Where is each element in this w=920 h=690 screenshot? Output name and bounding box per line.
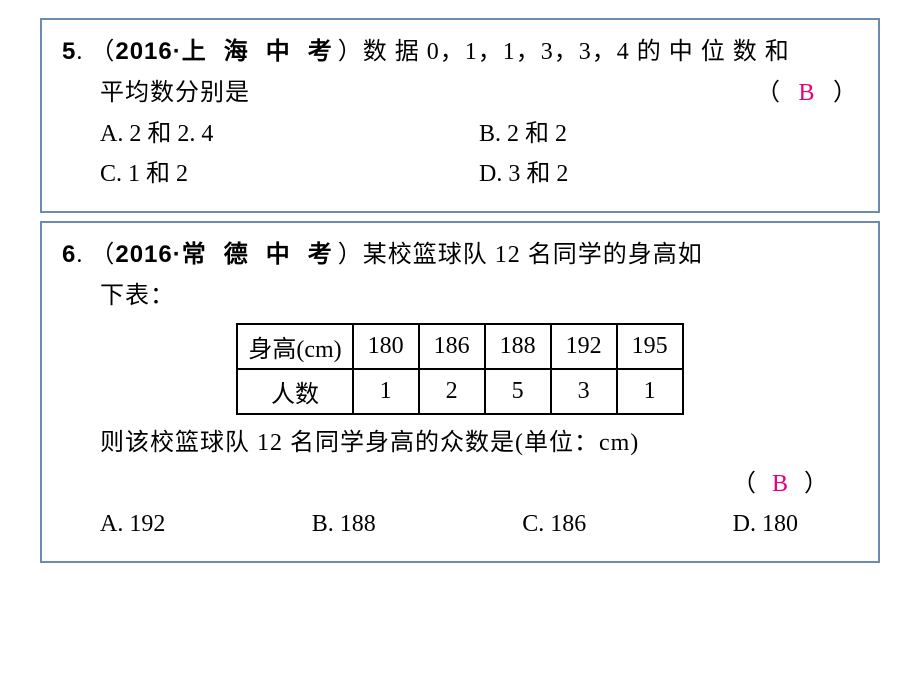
q5-year: 2016 xyxy=(115,38,172,65)
q5-line2: 平均数分别是 （ B ） xyxy=(62,73,858,114)
row1-cell: 186 xyxy=(419,324,485,369)
q6-line1: 6. （2016·常 德 中 考）某校篮球队 12 名同学的身高如 xyxy=(62,235,858,276)
row1-cell: 180 xyxy=(353,324,419,369)
row2-cell: 5 xyxy=(485,369,551,414)
q6-place: 常 德 中 考 xyxy=(182,242,338,268)
q5-opt-b: B. 2 和 2 xyxy=(479,114,858,155)
table-row-height: 身高(cm) 180 186 188 192 195 xyxy=(237,324,682,369)
q5-answer: B xyxy=(795,73,819,114)
q6-opt-b: B. 188 xyxy=(312,504,376,545)
q5-stem-line1: 5. （2016·上 海 中 考）数 据 0，1，1，3，3，4 的 中 位 数… xyxy=(62,32,858,73)
row1-cell: 188 xyxy=(485,324,551,369)
q6-stem-line1: 6. （2016·常 德 中 考）某校篮球队 12 名同学的身高如 xyxy=(62,235,858,276)
q5-answer-group: （ B ） xyxy=(756,73,858,114)
q6-text1: 某校篮球队 12 名同学的身高如 xyxy=(363,242,703,268)
q5-number: 5 xyxy=(62,38,76,65)
row2-cell: 2 xyxy=(419,369,485,414)
q5-opt-c: C. 1 和 2 xyxy=(100,154,479,195)
q5-options-row2: C. 1 和 2 D. 3 和 2 xyxy=(62,154,858,195)
q6-opt-a: A. 192 xyxy=(100,504,165,545)
q6-table-wrap: 身高(cm) 180 186 188 192 195 人数 1 2 5 3 1 xyxy=(62,323,858,415)
q6-opt-c: C. 186 xyxy=(522,504,586,545)
question-6-box: 6. （2016·常 德 中 考）某校篮球队 12 名同学的身高如 下表： 身高… xyxy=(40,221,880,563)
q6-options: A. 192 B. 188 C. 186 D. 180 xyxy=(62,504,858,545)
q6-line2: 下表： xyxy=(62,276,858,317)
row1-label: 身高(cm) xyxy=(237,324,352,369)
row2-cell: 1 xyxy=(617,369,683,414)
q5-text1: 数 据 0，1，1，3，3，4 的 中 位 数 和 xyxy=(363,39,790,65)
q5-options-row1: A. 2 和 2. 4 B. 2 和 2 xyxy=(62,114,858,155)
q6-opt-d: D. 180 xyxy=(733,504,798,545)
q5-line1: 5. （2016·上 海 中 考）数 据 0，1，1，3，3，4 的 中 位 数… xyxy=(62,32,858,73)
q6-year: 2016 xyxy=(115,241,172,268)
q6-table: 身高(cm) 180 186 188 192 195 人数 1 2 5 3 1 xyxy=(236,323,683,415)
row2-cell: 1 xyxy=(353,369,419,414)
row1-cell: 195 xyxy=(617,324,683,369)
table-row-count: 人数 1 2 5 3 1 xyxy=(237,369,682,414)
q5-opt-d: D. 3 和 2 xyxy=(479,154,858,195)
q6-answer-line: （ B ） xyxy=(62,464,858,505)
q6-number: 6 xyxy=(62,241,76,268)
row2-label: 人数 xyxy=(237,369,352,414)
row2-cell: 3 xyxy=(551,369,617,414)
q6-text-after: 则该校篮球队 12 名同学身高的众数是(单位：cm) xyxy=(62,423,858,464)
question-5-box: 5. （2016·上 海 中 考）数 据 0，1，1，3，3，4 的 中 位 数… xyxy=(40,18,880,213)
q5-place: 上 海 中 考 xyxy=(182,39,338,65)
q5-opt-a: A. 2 和 2. 4 xyxy=(100,114,479,155)
row1-cell: 192 xyxy=(551,324,617,369)
q5-text2: 平均数分别是 xyxy=(100,73,250,114)
q6-answer: B xyxy=(768,464,792,505)
